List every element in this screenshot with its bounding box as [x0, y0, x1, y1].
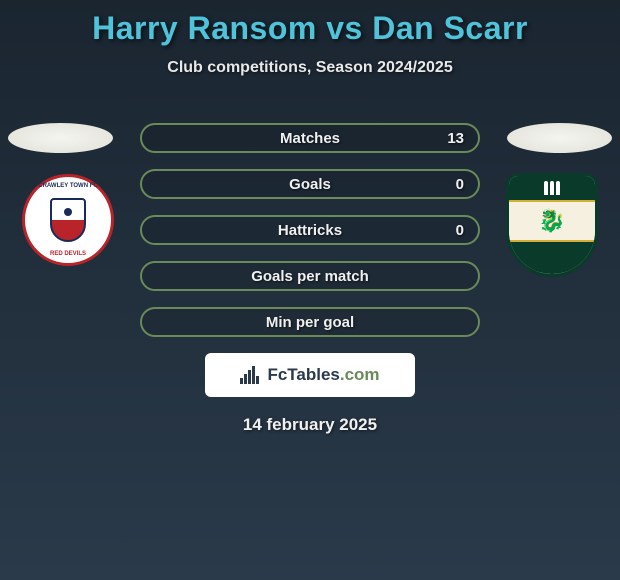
watermark-prefix: FcTables — [267, 365, 339, 384]
stat-row-goals: Goals 0 — [140, 169, 480, 199]
stat-value: 13 — [447, 130, 464, 147]
club-crest-left: CRAWLEY TOWN FC RED DEVILS — [18, 170, 118, 270]
dragon-icon: 🐉 — [538, 208, 565, 234]
badge-shield — [50, 198, 86, 242]
stat-label: Hattricks — [278, 222, 342, 239]
stat-value: 0 — [456, 176, 464, 193]
badge-dragon: 🐉 — [509, 202, 595, 240]
page-title: Harry Ransom vs Dan Scarr — [0, 0, 620, 47]
crawley-badge: CRAWLEY TOWN FC RED DEVILS — [22, 174, 114, 266]
page-subtitle: Club competitions, Season 2024/2025 — [0, 59, 620, 77]
stat-row-matches: Matches 13 — [140, 123, 480, 153]
stat-label: Goals per match — [251, 268, 369, 285]
watermark-text: FcTables.com — [267, 365, 379, 385]
stat-row-hattricks: Hattricks 0 — [140, 215, 480, 245]
badge-text-top: CRAWLEY TOWN FC — [38, 183, 97, 189]
badge-base — [509, 240, 595, 277]
ball-icon — [64, 208, 72, 216]
stat-value: 0 — [456, 222, 464, 239]
stat-label: Min per goal — [266, 314, 354, 331]
badge-text-bottom: RED DEVILS — [50, 251, 86, 257]
club-crest-right: 🐉 — [502, 170, 602, 280]
badge-shield: 🐉 — [506, 173, 598, 277]
wrexham-badge: 🐉 — [506, 173, 598, 277]
bar-chart-icon — [240, 366, 259, 384]
watermark-badge: FcTables.com — [205, 353, 415, 397]
stat-label: Goals — [289, 176, 331, 193]
stat-row-mpg: Min per goal — [140, 307, 480, 337]
watermark-suffix: .com — [340, 365, 380, 384]
stat-label: Matches — [280, 130, 340, 147]
badge-feathers — [509, 176, 595, 202]
player-silhouette-right — [507, 123, 612, 153]
footer-date: 14 february 2025 — [0, 415, 620, 435]
player-silhouette-left — [8, 123, 113, 153]
comparison-panel: CRAWLEY TOWN FC RED DEVILS 🐉 — [0, 105, 620, 345]
stats-list: Matches 13 Goals 0 Hattricks 0 Goals per… — [140, 123, 480, 353]
stat-row-gpm: Goals per match — [140, 261, 480, 291]
